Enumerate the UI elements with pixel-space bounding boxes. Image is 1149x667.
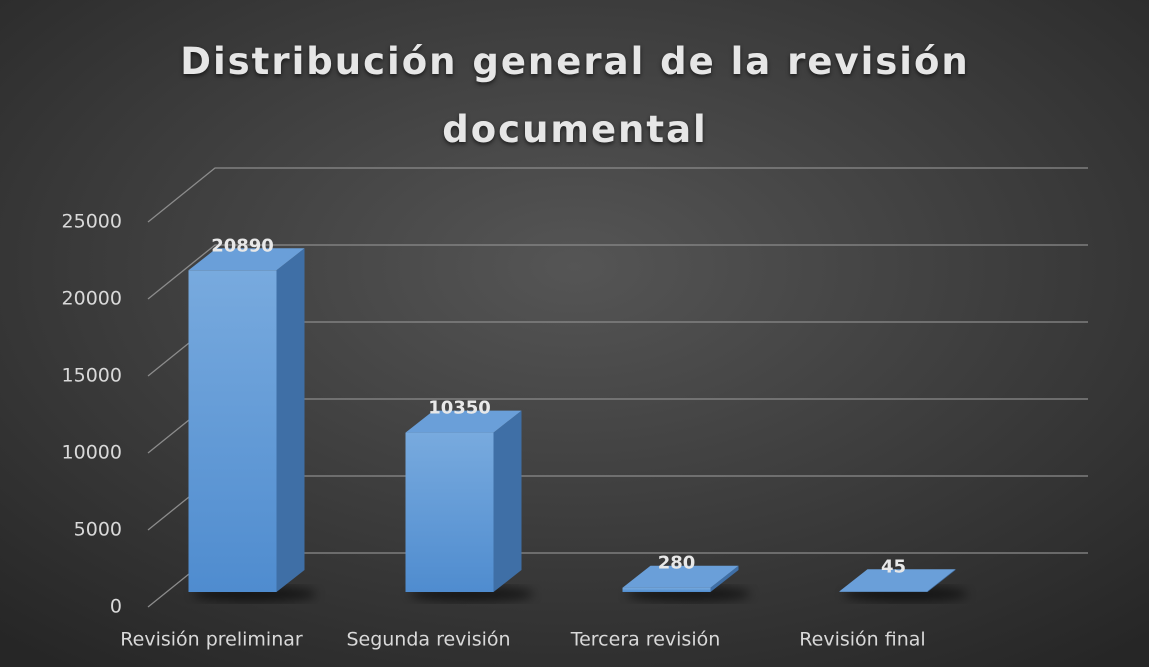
bar-top: [188, 248, 305, 271]
data-label: 20890: [211, 235, 274, 256]
bar-side: [493, 410, 522, 592]
data-label: 10350: [428, 398, 491, 419]
x-tick-label: Tercera revisión: [570, 629, 721, 651]
bar-top: [405, 410, 522, 433]
bar-top: [839, 569, 956, 592]
bar: [839, 591, 928, 592]
chart-title: Distribución general de la revisión docu…: [180, 40, 970, 151]
bar-top: [622, 565, 739, 588]
y-tick-label: 25000: [62, 211, 122, 233]
y-tick-label: 15000: [62, 365, 122, 387]
data-label: 280: [658, 553, 696, 574]
bar: [405, 432, 494, 592]
grid-line: [147, 167, 1088, 223]
y-tick-label: 5000: [74, 519, 122, 541]
y-tick-label: 10000: [62, 442, 122, 464]
bar: [622, 587, 711, 592]
grid-line: [147, 244, 1088, 300]
data-label: 45: [881, 556, 906, 577]
bar-side: [927, 569, 956, 592]
x-tick-label: Revisión final: [799, 629, 925, 651]
bar: [188, 270, 277, 592]
x-tick-label: Revisión preliminar: [120, 629, 303, 651]
y-tick-label: 0: [110, 596, 122, 618]
bar-side: [276, 248, 305, 592]
bar-side: [710, 565, 739, 592]
y-tick-label: 20000: [62, 288, 122, 310]
x-tick-label: Segunda revisión: [346, 629, 510, 651]
